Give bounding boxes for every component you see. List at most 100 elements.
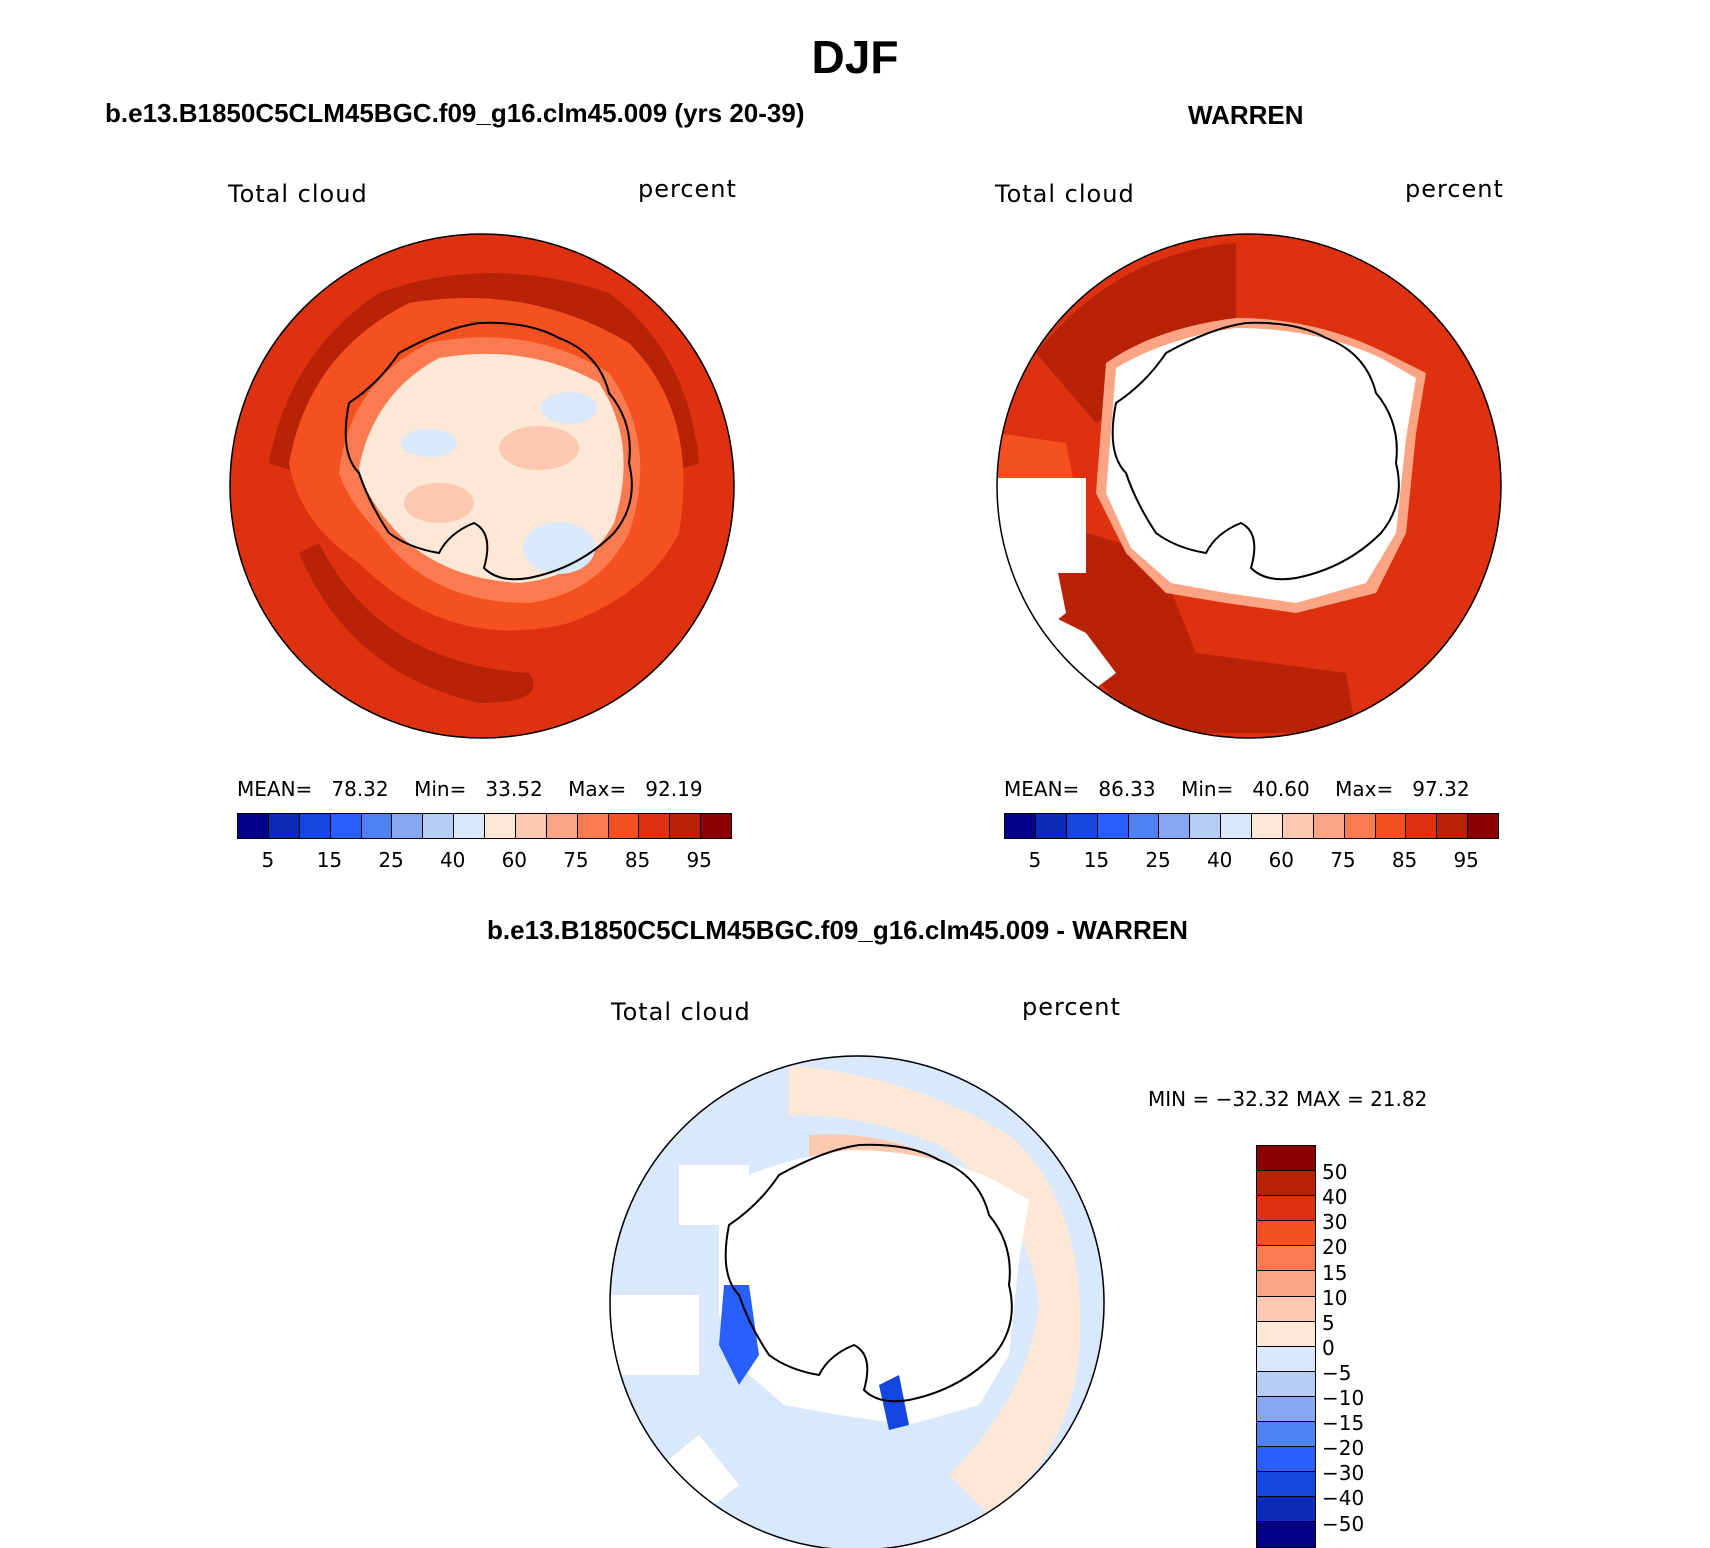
panel3-colorbar [1256, 1145, 1316, 1548]
colorbar-swatch [1190, 814, 1222, 838]
panel2-polar-map [996, 233, 1502, 739]
colorbar-swatch [1257, 1447, 1315, 1473]
panel2-max-label: Max= [1335, 777, 1394, 801]
colorbar-swatch [670, 814, 702, 838]
colorbar-swatch [1344, 814, 1376, 838]
colorbar-tick-label: 60 [1268, 848, 1295, 872]
colorbar-tick-label: −5 [1322, 1360, 1352, 1385]
colorbar-tick-label: −15 [1322, 1411, 1365, 1436]
colorbar-swatch [1221, 814, 1252, 838]
colorbar-swatch [608, 814, 640, 838]
panel1-max-value: 92.19 [645, 777, 703, 801]
colorbar-tick-label: 85 [624, 848, 651, 872]
panel1-min-label: Min= [414, 777, 467, 801]
colorbar-tick-label: −40 [1322, 1486, 1365, 1511]
colorbar-swatch [1313, 814, 1345, 838]
panel1-units-label: percent [638, 175, 737, 203]
colorbar-swatch [1257, 1271, 1315, 1297]
panel2-variable-label: Total cloud [995, 180, 1135, 208]
colorbar-tick-label: 5 [1322, 1310, 1335, 1335]
colorbar-tick-label: 5 [1028, 848, 1042, 872]
colorbar-swatch [1257, 1396, 1315, 1423]
colorbar-swatch [1257, 1497, 1315, 1523]
colorbar-swatch [639, 814, 671, 838]
colorbar-tick-label: 60 [501, 848, 528, 872]
colorbar-swatch [515, 814, 547, 838]
colorbar-swatch [1066, 814, 1098, 838]
colorbar-swatch [361, 814, 393, 838]
panel2-mean-label: MEAN= [1004, 777, 1080, 801]
colorbar-swatch [1257, 1146, 1315, 1172]
panel1-colorbar [237, 813, 732, 839]
colorbar-swatch [1035, 814, 1067, 838]
colorbar-tick-label: 95 [1453, 848, 1479, 872]
colorbar-swatch [238, 814, 269, 838]
colorbar-swatch [1257, 1371, 1315, 1397]
colorbar-swatch [1257, 1246, 1315, 1272]
colorbar-swatch [1128, 814, 1160, 838]
panel1-mean-label: MEAN= [237, 777, 313, 801]
colorbar-swatch [1257, 1171, 1315, 1197]
colorbar-swatch [1257, 1522, 1315, 1547]
colorbar-swatch [1257, 1221, 1315, 1247]
panel3-minmax: MIN = −32.32 MAX = 21.82 [1148, 1087, 1428, 1111]
colorbar-swatch [1257, 1196, 1315, 1222]
colorbar-tick-label: 5 [261, 848, 275, 872]
colorbar-swatch [1468, 814, 1498, 838]
figure-title: DJF [811, 31, 899, 83]
colorbar-swatch [1375, 814, 1407, 838]
colorbar-swatch [577, 814, 609, 838]
colorbar-swatch [1257, 1422, 1315, 1448]
colorbar-swatch [423, 814, 455, 838]
colorbar-swatch [1257, 1321, 1315, 1347]
panel3-variable-label: Total cloud [611, 998, 751, 1026]
panel1-variable-label: Total cloud [228, 180, 368, 208]
colorbar-swatch [392, 814, 424, 838]
panel1-polar-map [229, 233, 735, 739]
panel3-difference-map [609, 1055, 1105, 1548]
colorbar-tick-label: 85 [1391, 848, 1418, 872]
colorbar-swatch [268, 814, 300, 838]
panel1-case-title: b.e13.B1850C5CLM45BGC.f09_g16.clm45.009 … [105, 98, 805, 128]
panel1-max-label: Max= [568, 777, 627, 801]
colorbar-swatch [1437, 814, 1469, 838]
colorbar-swatch [330, 814, 362, 838]
colorbar-swatch [1252, 814, 1283, 838]
panel1-min-value: 33.52 [485, 777, 543, 801]
colorbar-swatch [1257, 1346, 1315, 1372]
colorbar-swatch [454, 814, 485, 838]
colorbar-swatch [1159, 814, 1191, 838]
panel2-colorbar [1004, 813, 1499, 839]
colorbar-tick-label: −20 [1322, 1436, 1365, 1461]
panel2-min-value: 40.60 [1252, 777, 1310, 801]
colorbar-swatch [1005, 814, 1036, 838]
colorbar-tick-label: 15 [316, 848, 343, 872]
colorbar-swatch [485, 814, 516, 838]
colorbar-tick-label: −10 [1322, 1386, 1365, 1410]
colorbar-tick-label: 15 [1083, 848, 1110, 872]
colorbar-tick-label: 50 [1322, 1160, 1348, 1185]
panel3-case-title: b.e13.B1850C5CLM45BGC.f09_g16.clm45.009 … [487, 915, 1188, 945]
panel2-max-value: 97.32 [1412, 777, 1470, 801]
colorbar-tick-label: 0 [1322, 1335, 1335, 1360]
panel2-stats: MEAN= 86.33 Min= 40.60 Max= 97.32 [1004, 777, 1470, 801]
colorbar-swatch [701, 814, 731, 838]
colorbar-tick-label: 75 [563, 848, 589, 872]
colorbar-tick-label: 75 [1330, 848, 1356, 872]
colorbar-tick-label: −50 [1322, 1511, 1365, 1536]
panel1-stats: MEAN= 78.32 Min= 33.52 Max= 92.19 [237, 777, 703, 801]
panel2-units-label: percent [1405, 175, 1504, 203]
panel2-case-title: WARREN [1188, 100, 1304, 130]
panel2-mean-value: 86.33 [1098, 777, 1156, 801]
colorbar-swatch [1097, 814, 1129, 838]
colorbar-tick-label: −30 [1322, 1461, 1365, 1486]
colorbar-tick-label: 40 [439, 848, 466, 872]
colorbar-swatch [1257, 1296, 1315, 1322]
colorbar-swatch [546, 814, 578, 838]
colorbar-swatch [1257, 1472, 1315, 1498]
panel1-mean-value: 78.32 [331, 777, 389, 801]
colorbar-tick-label: 15 [1322, 1260, 1348, 1285]
colorbar-tick-label: 20 [1322, 1235, 1348, 1260]
colorbar-tick-label: 95 [686, 848, 712, 872]
colorbar-swatch [1406, 814, 1438, 838]
